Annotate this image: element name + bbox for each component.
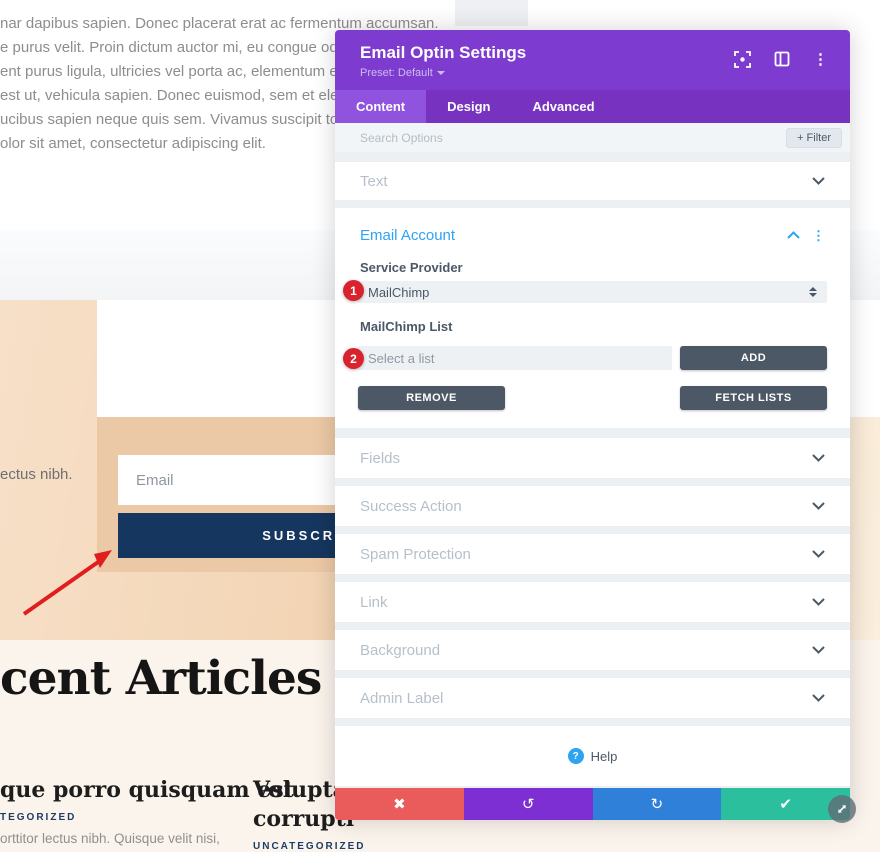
section-label: Fields: [360, 449, 401, 467]
chevron-down-icon: [812, 646, 825, 654]
section-label: Email Account: [360, 226, 456, 244]
annotation-arrow-icon: [22, 550, 112, 616]
lorem-line: olor sit amet, consectetur adipiscing el…: [0, 135, 266, 152]
email-optin-settings-modal: Email Optin Settings Preset: Default: [335, 30, 850, 820]
lorem-line: ent purus ligula, ultricies vel porta ac…: [0, 63, 409, 80]
filter-button[interactable]: + Filter: [786, 127, 842, 148]
tab-advanced[interactable]: Advanced: [532, 99, 595, 114]
article-title[interactable]: que porro quisquam est: [0, 777, 294, 803]
help-icon: ?: [567, 748, 584, 764]
section-kebab-menu-icon[interactable]: ⋮: [812, 227, 825, 243]
lorem-line: e purus velit. Proin dictum auctor mi, e…: [0, 39, 403, 56]
chevron-down-icon: [436, 71, 445, 76]
preset-selector[interactable]: Preset: Default: [360, 67, 445, 79]
sidebar-text-fragment: ectus nibh.: [0, 466, 73, 483]
cancel-button[interactable]: ✖: [335, 788, 464, 820]
mailchimp-list-label: MailChimp List: [360, 319, 453, 334]
article-excerpt: orttitor lectus nibh. Quisque velit nisi…: [0, 831, 220, 846]
section-spam-protection[interactable]: Spam Protection: [335, 534, 850, 574]
lorem-paragraph: nar dapibus sapien. Donec placerat erat …: [0, 12, 600, 156]
mailchimp-list-placeholder: Select a list: [368, 350, 435, 366]
redo-button[interactable]: ↻: [592, 788, 722, 820]
section-label: Link: [360, 593, 388, 611]
section-label: Admin Label: [360, 689, 444, 707]
chevron-down-icon: [812, 694, 825, 702]
chevron-down-icon: [812, 598, 825, 606]
modal-header: Email Optin Settings Preset: Default: [335, 30, 850, 90]
chevron-down-icon: [812, 550, 825, 558]
tab-content[interactable]: Content: [335, 90, 427, 123]
chevron-up-icon: [787, 231, 800, 239]
modal-body: Text Email Account ⋮ Service Provider Ma…: [335, 152, 850, 788]
section-admin-label[interactable]: Admin Label: [335, 678, 850, 718]
section-background[interactable]: Background: [335, 630, 850, 670]
focus-mode-icon[interactable]: [733, 50, 751, 68]
resize-handle[interactable]: [828, 795, 856, 823]
add-button[interactable]: ADD: [680, 346, 827, 370]
article-category[interactable]: UNCATEGORIZED: [253, 841, 366, 852]
chevron-down-icon: [812, 454, 825, 462]
recent-articles-heading: cent Articles: [0, 651, 322, 706]
service-provider-select[interactable]: MailChimp: [358, 281, 827, 303]
section-link[interactable]: Link: [335, 582, 850, 622]
select-arrows-icon: [809, 287, 817, 297]
mailchimp-list-select[interactable]: Select a list: [358, 346, 672, 370]
section-label: Text: [360, 172, 388, 190]
split-view-icon[interactable]: [773, 50, 791, 68]
modal-footer: ✖ ↺ ↻ ✔: [335, 788, 850, 820]
undo-button[interactable]: ↺: [463, 788, 593, 820]
service-provider-value: MailChimp: [368, 284, 430, 300]
section-text[interactable]: Text: [335, 162, 850, 200]
preset-label: Preset: Default: [360, 67, 433, 79]
chevron-down-icon: [812, 177, 825, 185]
kebab-menu-icon[interactable]: ⋮: [813, 50, 828, 68]
section-label: Spam Protection: [360, 545, 471, 563]
modal-title: Email Optin Settings: [360, 43, 527, 62]
search-input[interactable]: [360, 130, 787, 145]
step-badge-2: 2: [343, 348, 364, 369]
lorem-line: est ut, vehicula sapien. Donec euismod, …: [0, 87, 402, 104]
tab-design[interactable]: Design: [447, 99, 491, 114]
scrolled-element-remnant: [455, 0, 528, 26]
remove-button[interactable]: REMOVE: [358, 386, 505, 410]
service-provider-label: Service Provider: [360, 260, 463, 275]
section-email-account: Email Account ⋮ Service Provider MailChi…: [335, 208, 850, 428]
lorem-line: ucibus sapien neque quis sem. Vivamus su…: [0, 111, 403, 128]
search-options-bar: + Filter: [335, 123, 850, 152]
article-category[interactable]: TEGORIZED: [0, 812, 77, 823]
help-label: Help: [590, 748, 618, 764]
modal-tabbar: Content Design Advanced: [335, 90, 850, 123]
section-label: Success Action: [360, 497, 462, 515]
section-label: Background: [360, 641, 441, 659]
section-email-account-header[interactable]: Email Account ⋮: [358, 224, 827, 246]
chevron-down-icon: [812, 502, 825, 510]
section-fields[interactable]: Fields: [335, 438, 850, 478]
lorem-line: nar dapibus sapien. Donec placerat erat …: [0, 15, 439, 32]
section-success-action[interactable]: Success Action: [335, 486, 850, 526]
step-badge-1: 1: [343, 280, 364, 301]
article-card: que porro quisquam est TEGORIZED orttito…: [0, 776, 294, 846]
help-button[interactable]: ? Help: [335, 726, 850, 786]
fetch-lists-button[interactable]: FETCH LISTS: [680, 386, 827, 410]
